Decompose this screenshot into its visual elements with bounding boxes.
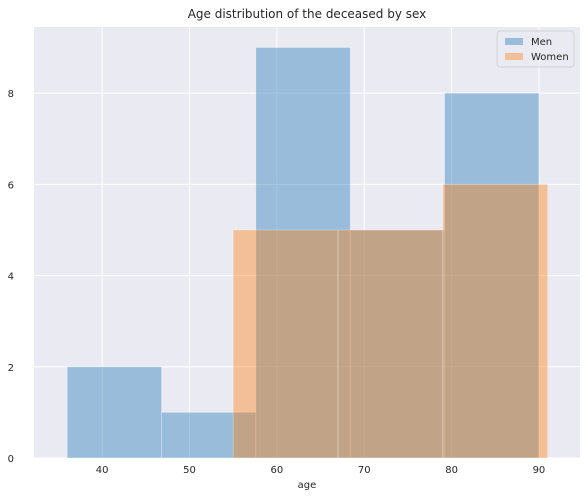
y-tick-label: 8	[8, 89, 14, 100]
bar-men	[161, 411, 257, 459]
legend-label-women: Women	[531, 52, 569, 63]
chart-title: Age distribution of the deceased by sex	[188, 7, 427, 21]
legend-swatch-women	[505, 53, 523, 60]
legend-swatch-men	[505, 38, 523, 45]
bar-men	[444, 92, 540, 459]
plot-background	[34, 27, 580, 458]
legend: Men Women	[496, 30, 575, 68]
grid-lines	[34, 27, 580, 459]
x-tick-label: 70	[358, 465, 371, 476]
bar-women	[232, 229, 339, 459]
y-tick-label: 2	[8, 363, 14, 374]
legend-box	[496, 30, 575, 68]
legend-label-men: Men	[531, 37, 552, 48]
x-tick-label: 90	[533, 465, 546, 476]
x-tick-label: 50	[183, 465, 196, 476]
y-tick-labels: 0 2 4 6 8	[8, 89, 14, 465]
x-axis-label: age	[298, 480, 317, 491]
bar-women	[337, 229, 444, 459]
y-tick-label: 0	[8, 454, 14, 465]
y-tick-label: 4	[8, 272, 14, 283]
x-tick-label: 40	[96, 465, 109, 476]
bar-men	[255, 47, 351, 459]
bar-women	[442, 183, 549, 459]
x-tick-labels: 40 50 60 70 80 90	[96, 465, 546, 476]
bar-men	[66, 366, 162, 459]
x-tick-label: 60	[270, 465, 283, 476]
bars-group	[66, 47, 549, 459]
x-tick-label: 80	[445, 465, 458, 476]
bar-men	[349, 229, 445, 459]
y-tick-label: 6	[8, 180, 14, 191]
